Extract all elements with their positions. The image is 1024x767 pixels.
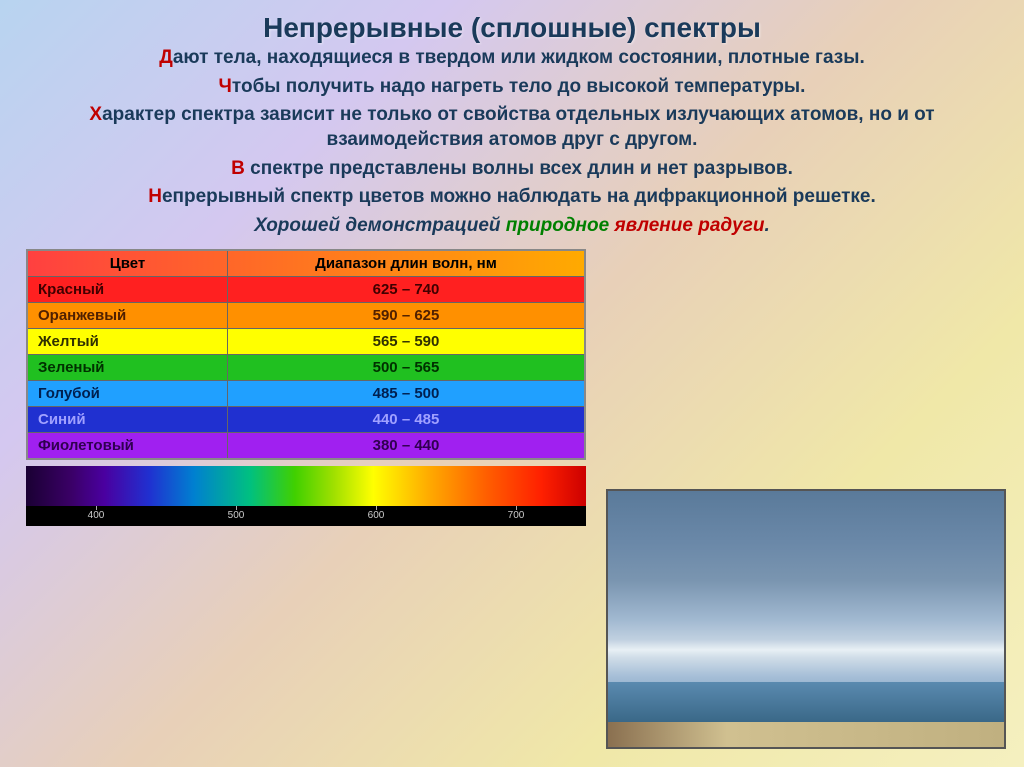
text-suffix: . (764, 215, 769, 236)
initial-letter: Х (89, 104, 102, 125)
ruler-ticks: 400 500 600 700 (26, 506, 586, 526)
wavelength-range: 590 – 625 (228, 303, 584, 328)
ruler-tick: 700 (508, 510, 525, 521)
table-row: Зеленый500 – 565 (28, 355, 584, 381)
wavelength-range: 500 – 565 (228, 355, 584, 380)
wavelength-range: 485 – 500 (228, 381, 584, 406)
text-line-2: Чтобы получить надо нагреть тело до высо… (0, 73, 1024, 102)
text-line-3: Характер спектра зависит не только от св… (0, 101, 1024, 154)
ocean (608, 682, 1004, 722)
text-green: природное (506, 215, 615, 236)
header-range: Диапазон длин волн, нм (228, 251, 584, 276)
page-title: Непрерывные (сплошные) спектры (0, 0, 1024, 44)
color-name: Красный (28, 277, 228, 302)
ruler-gradient (26, 466, 586, 506)
text-line-1: Дают тела, находящиеся в твердом или жид… (0, 44, 1024, 73)
wavelength-range: 440 – 485 (228, 407, 584, 432)
table-row: Оранжевый590 – 625 (28, 303, 584, 329)
text-rest: арактер спектра зависит не только от сво… (102, 104, 935, 150)
wavelength-range: 625 – 740 (228, 277, 584, 302)
table-row: Голубой485 – 500 (28, 381, 584, 407)
text-line-4: В спектре представлены волны всех длин и… (0, 155, 1024, 184)
text-prefix: Хорошей демонстрацией (254, 215, 506, 236)
rainbow-photo (606, 489, 1006, 749)
table-row: Желтый565 – 590 (28, 329, 584, 355)
color-name: Зеленый (28, 355, 228, 380)
initial-letter: Н (148, 186, 162, 207)
table-row: Фиолетовый380 – 440 (28, 433, 584, 458)
table-header: Цвет Диапазон длин волн, нм (28, 251, 584, 277)
text-rest: епрерывный спектр цветов можно наблюдать… (162, 186, 876, 207)
color-name: Фиолетовый (28, 433, 228, 458)
spectrum-table: Цвет Диапазон длин волн, нм Красный625 –… (26, 249, 586, 460)
ruler-tick: 500 (228, 510, 245, 521)
beach (608, 722, 1004, 747)
wavelength-range: 380 – 440 (228, 433, 584, 458)
text-red: явление радуги (614, 215, 764, 236)
text-line-5: Непрерывный спектр цветов можно наблюдат… (0, 183, 1024, 212)
text-rest: ают тела, находящиеся в твердом или жидк… (173, 47, 865, 68)
header-color: Цвет (28, 251, 228, 276)
initial-letter: Ч (219, 76, 232, 97)
table-row: Красный625 – 740 (28, 277, 584, 303)
table-row: Синий440 – 485 (28, 407, 584, 433)
spectrum-ruler: 400 500 600 700 (26, 466, 586, 526)
ruler-tick: 600 (368, 510, 385, 521)
color-name: Оранжевый (28, 303, 228, 328)
ruler-tick: 400 (88, 510, 105, 521)
initial-letter: В (231, 158, 245, 179)
text-line-6: Хорошей демонстрацией природное явление … (0, 212, 1024, 241)
color-name: Желтый (28, 329, 228, 354)
wavelength-range: 565 – 590 (228, 329, 584, 354)
color-name: Синий (28, 407, 228, 432)
color-name: Голубой (28, 381, 228, 406)
text-rest: тобы получить надо нагреть тело до высок… (232, 76, 806, 97)
text-rest: спектре представлены волны всех длин и н… (245, 158, 793, 179)
initial-letter: Д (159, 47, 173, 68)
